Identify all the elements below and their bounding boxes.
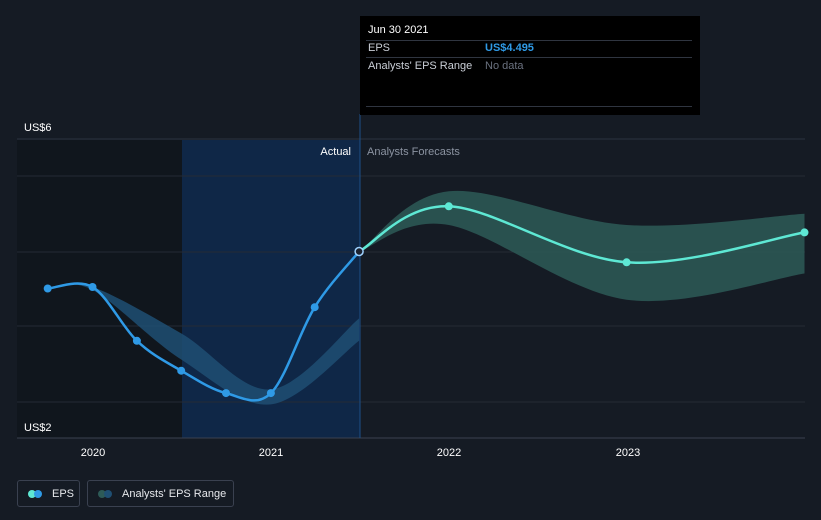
tooltip-range-label: Analysts' EPS Range xyxy=(368,60,473,72)
forecast-eps-range-band xyxy=(359,190,805,302)
tooltip-divider xyxy=(366,57,692,58)
tooltip-range-value: No data xyxy=(485,60,524,72)
eps-data-point[interactable] xyxy=(43,284,52,293)
actual-label: Actual xyxy=(320,146,351,158)
eps-forecast-line xyxy=(358,205,805,264)
eps-data-point[interactable] xyxy=(354,246,364,257)
tooltip: Jun 30 2021 EPS US$4.495 Analysts' EPS R… xyxy=(360,16,700,115)
legend-eps-label: EPS xyxy=(52,487,75,500)
tooltip-divider xyxy=(366,106,692,107)
tooltip-date: Jun 30 2021 xyxy=(368,24,429,36)
legend-eps[interactable]: EPS xyxy=(17,480,80,507)
eps-data-point[interactable] xyxy=(177,366,186,375)
eps-data-point[interactable] xyxy=(222,389,230,398)
eps-data-point[interactable] xyxy=(266,389,275,398)
x-tick-2020: 2020 xyxy=(81,447,105,459)
y-axis-top-label: US$6 xyxy=(24,122,52,134)
eps-data-point[interactable] xyxy=(88,283,97,291)
eps-forecast-point[interactable] xyxy=(622,258,631,267)
x-tick-2023: 2023 xyxy=(616,447,640,459)
legend-analysts-range[interactable]: Analysts' EPS Range xyxy=(87,480,234,507)
legend-range-label: Analysts' EPS Range xyxy=(122,487,227,500)
forecast-label: Analysts Forecasts xyxy=(367,146,460,158)
y-axis-bottom-label: US$2 xyxy=(24,422,52,434)
tooltip-divider xyxy=(366,40,692,41)
eps-forecast-point[interactable] xyxy=(444,202,453,211)
eps-data-point[interactable] xyxy=(310,303,319,312)
eps-legend-icon xyxy=(28,489,44,498)
x-tick-2022: 2022 xyxy=(437,447,461,459)
eps-data-point[interactable] xyxy=(132,336,141,345)
tooltip-eps-label: EPS xyxy=(368,42,391,54)
range-legend-icon xyxy=(98,489,114,498)
historical-eps-range-band xyxy=(47,283,360,405)
eps-forecast-point[interactable] xyxy=(800,228,809,237)
past-shade xyxy=(17,140,182,438)
tooltip-eps-value: US$4.495 xyxy=(485,42,534,54)
x-tick-2021: 2021 xyxy=(259,447,283,459)
